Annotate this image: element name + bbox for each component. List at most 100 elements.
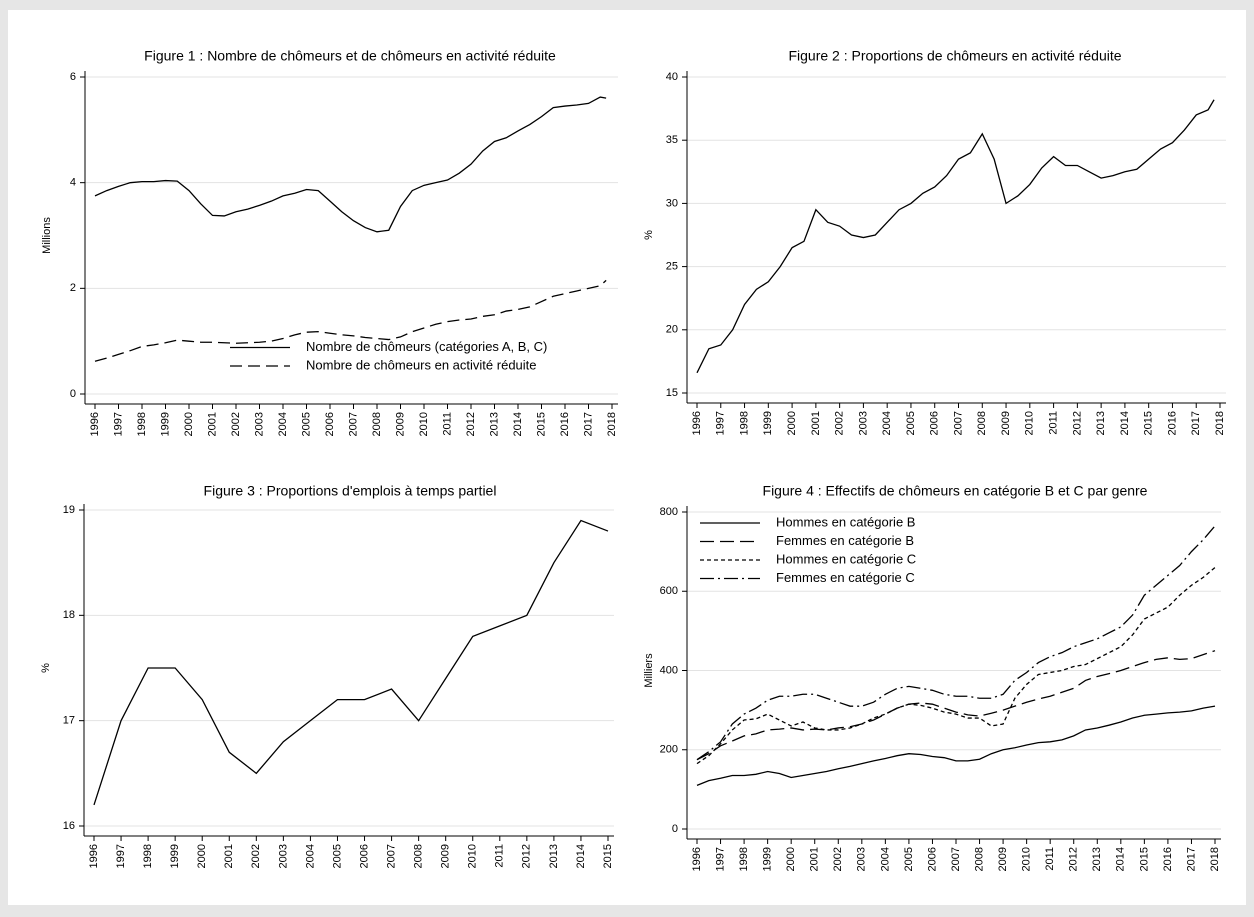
legend-label: Hommes en catégorie B	[776, 514, 915, 529]
x-tick-label: 2013	[488, 412, 500, 436]
x-tick-label: 2004	[879, 847, 891, 871]
x-tick-label: 2011	[441, 412, 453, 436]
x-tick-label: 2012	[1071, 411, 1083, 435]
chart-title: Figure 2 : Proportions de chômeurs en ac…	[788, 48, 1121, 64]
data-line	[94, 279, 607, 362]
x-tick-label: 1998	[136, 412, 148, 436]
y-tick-label: 18	[63, 609, 75, 621]
y-tick-label: 600	[660, 585, 678, 597]
x-tick-label: 2008	[976, 411, 988, 435]
x-tick-label: 2009	[1000, 411, 1012, 435]
x-tick-label: 2017	[1190, 411, 1202, 435]
y-axis-title: Millions	[41, 217, 53, 254]
y-tick-label: 2	[70, 282, 76, 294]
x-tick-label: 2016	[1162, 847, 1174, 871]
x-tick-label: 1999	[762, 847, 774, 871]
x-tick-label: 2000	[196, 844, 208, 868]
y-tick-label: 40	[666, 71, 678, 83]
x-tick-label: 1999	[169, 844, 181, 868]
chart-title: Figure 3 : Proportions d'emplois à temps…	[204, 483, 497, 499]
x-tick-label: 2001	[810, 411, 822, 435]
x-tick-label: 2014	[1115, 847, 1127, 871]
x-tick-label: 2013	[548, 844, 560, 868]
legend-label: Hommes en catégorie C	[776, 551, 916, 566]
x-tick-label: 2008	[413, 844, 425, 868]
x-tick-label: 1999	[762, 411, 774, 435]
data-line	[93, 519, 609, 806]
x-tick-label: 2017	[1185, 847, 1197, 871]
x-tick-label: 2005	[300, 412, 312, 436]
x-tick-label: 2004	[277, 412, 289, 436]
y-tick-label: 0	[70, 388, 76, 400]
x-tick-label: 2015	[1138, 847, 1150, 871]
x-tick-label: 2003	[856, 847, 868, 871]
x-tick-label: 2003	[857, 411, 869, 435]
data-line	[696, 650, 1216, 761]
x-tick-label: 2016	[1166, 411, 1178, 435]
data-line	[696, 705, 1216, 787]
x-tick-label: 1997	[112, 412, 124, 436]
x-tick-label: 2010	[418, 412, 430, 436]
graph-region	[8, 10, 1246, 905]
x-tick-label: 2009	[440, 844, 452, 868]
x-tick-label: 2014	[512, 412, 524, 436]
x-tick-label: 2003	[277, 844, 289, 868]
x-tick-label: 2014	[575, 844, 587, 868]
y-tick-label: 25	[666, 261, 678, 273]
x-tick-label: 2008	[371, 412, 383, 436]
x-tick-label: 2018	[1214, 411, 1226, 435]
y-tick-label: 4	[70, 177, 76, 189]
x-tick-label: 2001	[809, 847, 821, 871]
x-tick-label: 2004	[881, 411, 893, 435]
y-tick-label: 17	[63, 715, 75, 727]
y-tick-label: 30	[666, 197, 678, 209]
x-tick-label: 1998	[738, 847, 750, 871]
y-tick-label: 200	[660, 744, 678, 756]
x-tick-label: 2007	[347, 412, 359, 436]
x-tick-label: 2011	[494, 844, 506, 868]
x-tick-label: 2002	[230, 412, 242, 436]
x-tick-label: 2017	[582, 412, 594, 436]
x-tick-label: 2015	[1143, 411, 1155, 435]
x-tick-label: 1996	[89, 412, 101, 436]
x-tick-label: 2012	[1068, 847, 1080, 871]
x-tick-label: 2010	[1024, 411, 1036, 435]
x-tick-label: 2012	[465, 412, 477, 436]
x-tick-label: 2005	[903, 847, 915, 871]
data-line	[696, 525, 1216, 761]
x-tick-label: 2004	[304, 844, 316, 868]
x-tick-label: 2015	[602, 844, 614, 868]
y-tick-label: 400	[660, 664, 678, 676]
x-tick-label: 2006	[324, 412, 336, 436]
x-tick-label: 2000	[785, 847, 797, 871]
x-tick-label: 2016	[559, 412, 571, 436]
x-tick-label: 2007	[952, 411, 964, 435]
x-tick-label: 2002	[250, 844, 262, 868]
y-tick-label: 800	[660, 506, 678, 518]
y-tick-label: 6	[70, 71, 76, 83]
x-tick-label: 1997	[714, 847, 726, 871]
x-tick-label: 2006	[926, 847, 938, 871]
legend-label: Femmes en catégorie B	[776, 533, 914, 548]
x-tick-label: 2018	[1209, 847, 1221, 871]
chart-title: Figure 1 : Nombre de chômeurs et de chôm…	[144, 48, 556, 64]
legend-label: Nombre de chômeurs (catégories A, B, C)	[306, 339, 547, 354]
x-tick-label: 2007	[385, 844, 397, 868]
x-tick-label: 2015	[535, 412, 547, 436]
y-tick-label: 20	[666, 324, 678, 336]
x-tick-label: 2013	[1095, 411, 1107, 435]
x-tick-label: 2001	[223, 844, 235, 868]
x-tick-label: 2010	[467, 844, 479, 868]
data-line	[696, 566, 1216, 765]
y-tick-label: 0	[672, 823, 678, 835]
x-tick-label: 2000	[183, 412, 195, 436]
y-tick-label: 19	[63, 504, 75, 516]
x-tick-label: 2005	[905, 411, 917, 435]
y-axis-title: %	[40, 663, 52, 673]
x-tick-label: 1996	[691, 411, 703, 435]
x-tick-label: 2000	[786, 411, 798, 435]
x-tick-label: 2011	[1044, 847, 1056, 871]
data-line	[94, 96, 607, 233]
